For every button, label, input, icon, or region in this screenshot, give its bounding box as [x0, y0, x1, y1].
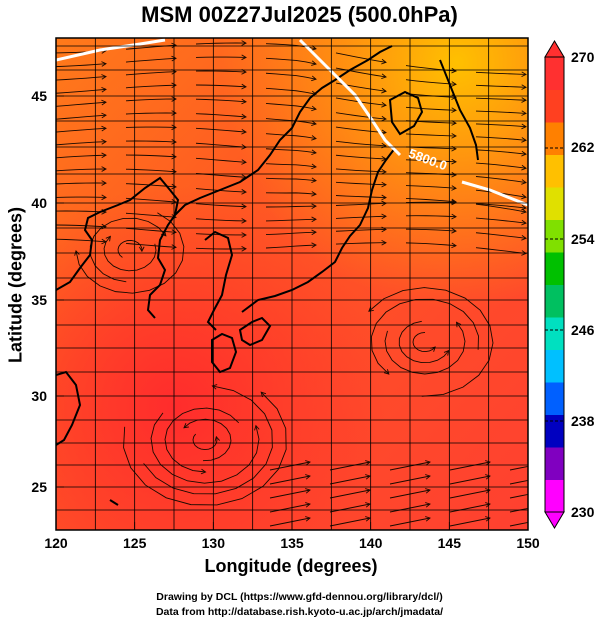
colorbar-segment: [545, 122, 564, 155]
colorbar-tick-label: 270: [571, 49, 594, 65]
colorbar-segment: [545, 252, 564, 285]
credit-data: Data from http://database.rish.kyoto-u.a…: [0, 606, 599, 618]
colorbar-segment: [545, 415, 564, 448]
y-tick-label: 40: [31, 195, 47, 211]
colorbar-segment: [545, 155, 564, 188]
x-axis-title: Longitude (degrees): [204, 556, 377, 577]
credit-drawing: Drawing by DCL (https://www.gfd-dennou.o…: [0, 591, 599, 603]
y-tick-label: 25: [31, 479, 47, 495]
x-tick-label: 130: [202, 535, 225, 551]
colorbar-segment: [545, 317, 564, 350]
colorbar: [545, 41, 564, 528]
y-tick-label: 30: [31, 388, 47, 404]
colorbar-segment: [545, 350, 564, 383]
y-tick-label: 35: [31, 292, 47, 308]
colorbar-tick-label: 262: [571, 139, 594, 155]
x-tick-label: 125: [123, 535, 146, 551]
colorbar-min-arrow: [545, 512, 564, 528]
colorbar-segment: [545, 220, 564, 253]
colorbar-segment: [545, 382, 564, 415]
colorbar-segment: [545, 285, 564, 318]
y-axis-title: Latitude (degrees): [6, 207, 27, 363]
colorbar-segment: [545, 187, 564, 220]
x-tick-label: 120: [44, 535, 67, 551]
colorbar-tick-label: 238: [571, 413, 594, 429]
colorbar-tick-label: 246: [571, 322, 594, 338]
colorbar-segment: [545, 480, 564, 513]
x-tick-label: 150: [516, 535, 539, 551]
x-tick-label: 145: [438, 535, 461, 551]
colorbar-segment: [545, 90, 564, 123]
colorbar-segment: [545, 447, 564, 480]
colorbar-tick-label: 230: [571, 504, 594, 520]
y-tick-label: 45: [31, 88, 47, 104]
colorbar-segment: [545, 57, 564, 90]
colorbar-tick-label: 254: [571, 231, 594, 247]
x-tick-label: 140: [359, 535, 382, 551]
colorbar-max-arrow: [545, 41, 564, 57]
x-tick-label: 135: [280, 535, 303, 551]
